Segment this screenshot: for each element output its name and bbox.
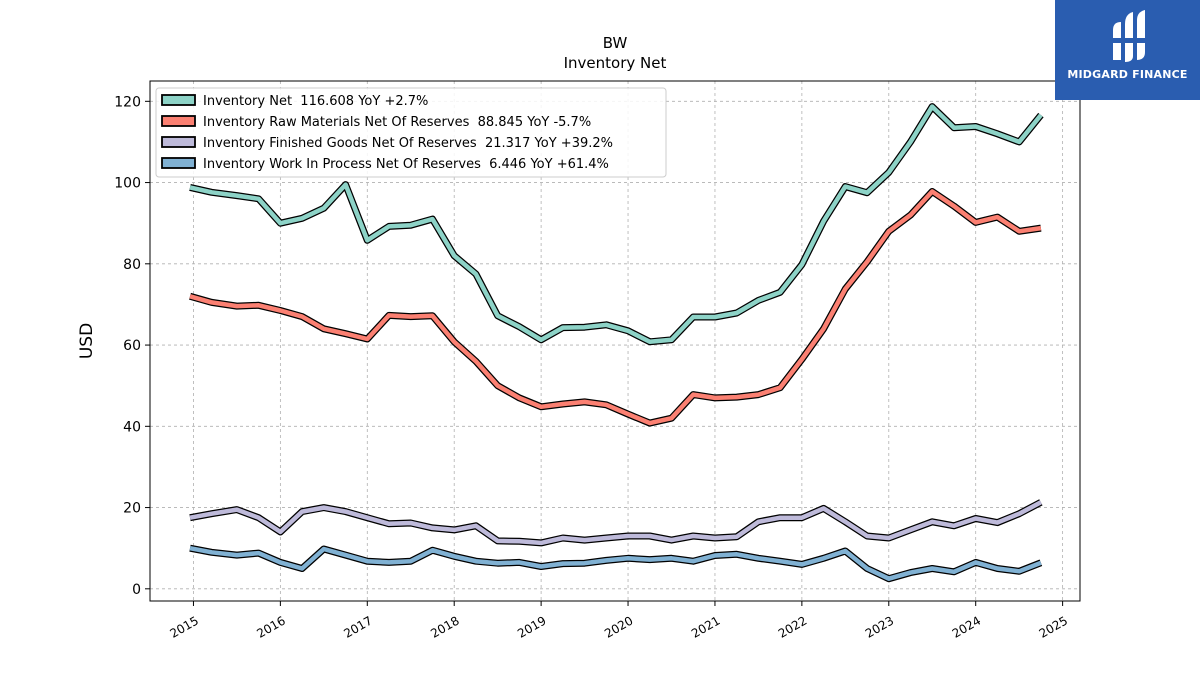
x-tick-label: 2020 — [602, 613, 635, 640]
legend-swatch — [161, 136, 196, 148]
legend-box — [155, 87, 667, 178]
x-tick-label: 2017 — [341, 613, 374, 640]
x-tick-label: 2019 — [515, 613, 548, 640]
series-line-1 — [189, 189, 1042, 426]
x-tick-label: 2016 — [254, 613, 287, 640]
legend-label: Inventory Raw Materials Net Of Reserves … — [203, 115, 591, 130]
brand-logo: MIDGARD FINANCE — [1055, 0, 1200, 100]
brand-name: MIDGARD FINANCE — [1067, 68, 1188, 81]
x-tick-label: 2015 — [168, 613, 201, 640]
x-axis: 2015 2016 2017 2018 2019 2020 2021 2022 2023 2024… — [168, 601, 1070, 641]
y-tick-label: 20 — [123, 501, 141, 517]
midgard-logo-icon — [1111, 10, 1147, 62]
x-tick-label: 2024 — [950, 613, 983, 640]
plot-frame — [149, 80, 1081, 602]
x-tick-label: 2021 — [689, 613, 722, 640]
chart-title: BW — [603, 34, 628, 52]
series-line-3 — [189, 545, 1042, 581]
legend-swatch — [161, 115, 196, 127]
y-tick-label: 80 — [123, 257, 141, 273]
x-tick-label: 2022 — [776, 613, 809, 640]
legend-swatch — [161, 94, 196, 106]
y-tick-label: 60 — [123, 338, 141, 354]
y-tick-label: 100 — [114, 176, 141, 192]
y-tick-label: 40 — [123, 419, 141, 435]
x-tick-label: 2025 — [1037, 613, 1070, 640]
legend-label: Inventory Work In Process Net Of Reserve… — [203, 157, 609, 172]
legend-swatch — [161, 157, 196, 169]
y-tick-label: 0 — [132, 582, 141, 598]
y-axis: 0 20 40 60 80 100 120 — [114, 94, 150, 598]
legend-label: Inventory Net 116.608 YoY +2.7% — [203, 94, 428, 109]
y-tick-label: 120 — [114, 94, 141, 110]
series-line-0 — [189, 104, 1043, 345]
legend-label: Inventory Finished Goods Net Of Reserves… — [203, 136, 613, 151]
series-line-2 — [189, 500, 1042, 546]
x-tick-label: 2018 — [428, 613, 461, 640]
series-lines — [189, 103, 1044, 583]
series-outline-1 — [189, 188, 1042, 427]
chart-subtitle: Inventory Net — [564, 54, 667, 72]
y-axis-label: USD — [77, 323, 97, 359]
legend: Inventory Net 116.608 YoY +2.7% Inventory… — [155, 87, 667, 178]
x-tick-label: 2023 — [863, 613, 896, 640]
